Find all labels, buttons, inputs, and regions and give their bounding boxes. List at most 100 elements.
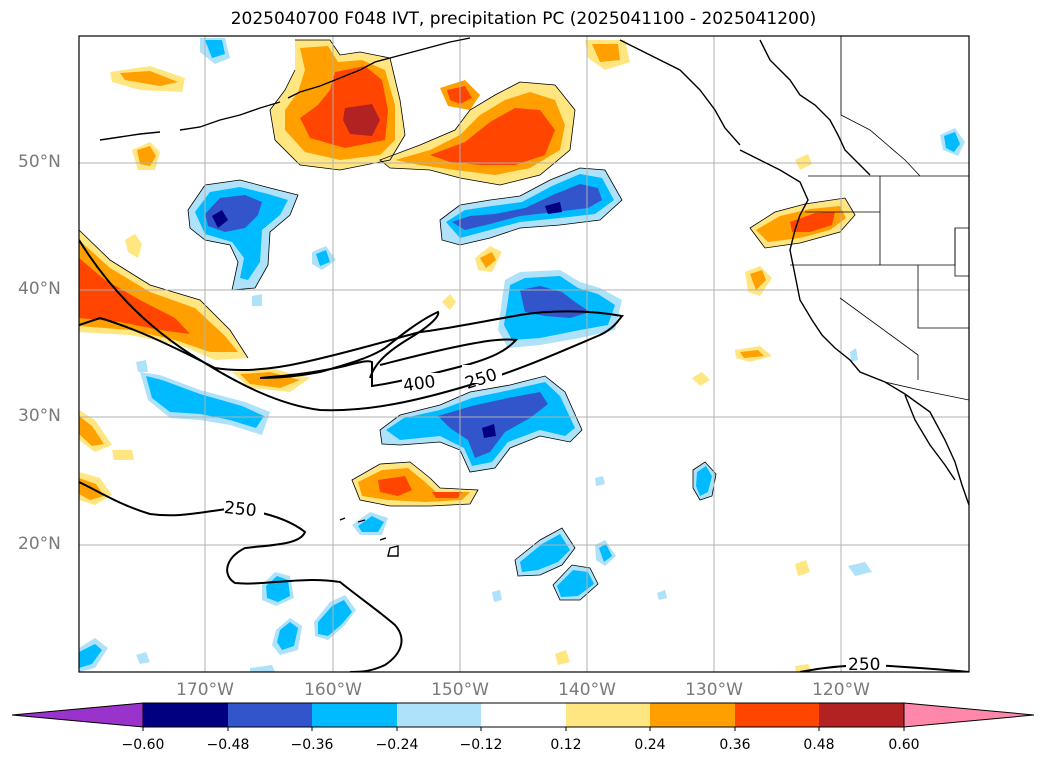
precip-blob-negative [599, 544, 612, 562]
coastline-baja [904, 394, 956, 481]
colorbar-tick-label: 0.12 [550, 737, 582, 753]
precip-blob-negative [318, 600, 352, 636]
precip-outline-contours [79, 39, 856, 601]
lat-label-30n: 30°N [18, 406, 61, 426]
coastline-aleutians [99, 101, 281, 141]
coastline-alaska [287, 37, 471, 99]
colorbar-frame [142, 702, 905, 728]
border-states [790, 264, 969, 329]
lon-label-170w: 170°W [176, 680, 234, 700]
precip-outline [749, 197, 856, 249]
colorbar-tick-label: −0.24 [375, 737, 419, 753]
precip-blob-pnw [790, 212, 835, 232]
political-borders [790, 36, 969, 401]
precip-blob-negative [944, 132, 960, 152]
precip-blob-west-band [112, 450, 134, 460]
colorbar-tick-label: −0.12 [459, 737, 503, 753]
precip-blob-small [442, 294, 456, 310]
colorbar-segment [228, 703, 312, 727]
contour-label-250: 250 [223, 498, 257, 521]
precip-blob-pnw [750, 270, 766, 290]
border-us-mexico [884, 381, 969, 401]
precip-blob-small [740, 350, 764, 358]
precip-blob-small [120, 71, 178, 86]
lon-label-130w: 130°W [685, 680, 743, 700]
precip-blob-negative [492, 590, 502, 602]
contour-label-250: 250 [848, 655, 880, 675]
precip-outline [79, 229, 249, 359]
precip-blob-small [480, 252, 496, 268]
colorbar-tick-label: 0.48 [803, 737, 835, 753]
ivt-contour-400 [259, 310, 519, 388]
lon-label-150w: 150°W [431, 680, 489, 700]
precip-blob-negative [136, 360, 148, 372]
precip-blob-small [795, 154, 812, 170]
border-alaska-canada [840, 36, 921, 177]
precip-outline [514, 527, 576, 577]
precip-blob-small [137, 146, 156, 166]
colorbar-tick-label: 0.60 [888, 737, 920, 753]
precip-blob-west-band [79, 258, 190, 334]
ivt-contour-250-jet [79, 239, 625, 412]
precip-blob-negative [520, 534, 570, 572]
border-states [839, 297, 919, 380]
precip-blob-aleutian [343, 104, 380, 136]
precip-blob-negative [657, 590, 667, 600]
precip-blob-negative [316, 250, 330, 266]
precip-blob-negative [212, 210, 228, 228]
lat-label-40n: 40°N [18, 279, 61, 299]
precip-blob-subtropical [378, 476, 412, 496]
precip-blob-negative [482, 424, 496, 438]
colorbar-segment [481, 703, 566, 727]
colorbar-segment [650, 703, 735, 727]
precip-outline [692, 461, 717, 501]
precip-blob-small [592, 44, 620, 62]
precip-outline [379, 375, 583, 473]
border-states [805, 211, 969, 266]
precip-blob-negative [252, 294, 262, 306]
precip-blob-small [795, 560, 810, 576]
precip-blob-negative [136, 652, 150, 664]
coastline-north-america [739, 39, 969, 506]
coastline-hawaii [339, 517, 399, 557]
precip-blob-small [692, 372, 710, 386]
lat-label-50n: 50°N [18, 152, 61, 172]
precip-blob-negative [545, 202, 562, 214]
lon-label-140w: 140°W [558, 680, 616, 700]
precip-blob-negative [520, 286, 590, 318]
colorbar-segment [143, 703, 228, 727]
coastlines [99, 37, 969, 557]
gridlines [79, 36, 969, 672]
contour-labels: 400 250 250 250 [223, 365, 886, 675]
map-title: 2025040700 F048 IVT, precipitation PC (2… [230, 9, 817, 29]
precip-blob-negative [250, 665, 275, 672]
colorbar-segment [735, 703, 819, 727]
lon-label-120w: 120°W [812, 680, 870, 700]
precip-outline [439, 167, 623, 246]
precip-blob-gulf [430, 108, 555, 165]
coastline-se-alaska [619, 39, 741, 146]
lat-label-20n: 20°N [18, 534, 61, 554]
colorbar-tick-label: 0.24 [634, 737, 666, 753]
precip-blob-subtropical [432, 492, 462, 498]
positive-precip-anomalies [79, 40, 855, 672]
precip-blob-negative [452, 184, 602, 230]
ivt-contour-250-south [79, 481, 403, 672]
colorbar-segment [397, 703, 481, 727]
lon-label-160w: 160°W [304, 680, 362, 700]
colorbar-tick-label: −0.36 [290, 737, 334, 753]
precip-blob-west-band [79, 416, 104, 446]
precip-outline [552, 564, 599, 601]
precip-blob-negative [848, 562, 872, 576]
precip-blob-negative [696, 466, 712, 496]
colorbar-extend-min [11, 702, 144, 728]
precip-outline [269, 39, 406, 171]
colorbar [11, 702, 1035, 731]
colorbar-segment [566, 703, 650, 727]
map-frame [78, 35, 970, 673]
precip-outline [351, 461, 479, 507]
colorbar-tick-label: −0.60 [121, 737, 165, 753]
precip-blob-negative [850, 348, 858, 362]
ivt-contours [79, 239, 969, 672]
